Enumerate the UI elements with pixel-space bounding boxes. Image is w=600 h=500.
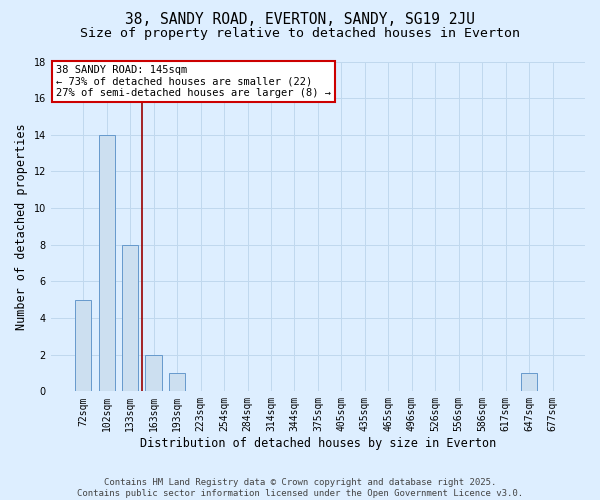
Y-axis label: Number of detached properties: Number of detached properties — [15, 123, 28, 330]
Bar — [521, 373, 537, 392]
Bar — [145, 354, 162, 392]
Text: 38, SANDY ROAD, EVERTON, SANDY, SG19 2JU: 38, SANDY ROAD, EVERTON, SANDY, SG19 2JU — [125, 12, 475, 28]
Text: 38 SANDY ROAD: 145sqm
← 73% of detached houses are smaller (22)
27% of semi-deta: 38 SANDY ROAD: 145sqm ← 73% of detached … — [56, 65, 331, 98]
Text: Size of property relative to detached houses in Everton: Size of property relative to detached ho… — [80, 28, 520, 40]
Text: Contains HM Land Registry data © Crown copyright and database right 2025.
Contai: Contains HM Land Registry data © Crown c… — [77, 478, 523, 498]
Bar — [122, 244, 139, 392]
Bar — [75, 300, 91, 392]
Bar — [98, 135, 115, 392]
Bar — [169, 373, 185, 392]
X-axis label: Distribution of detached houses by size in Everton: Distribution of detached houses by size … — [140, 437, 496, 450]
